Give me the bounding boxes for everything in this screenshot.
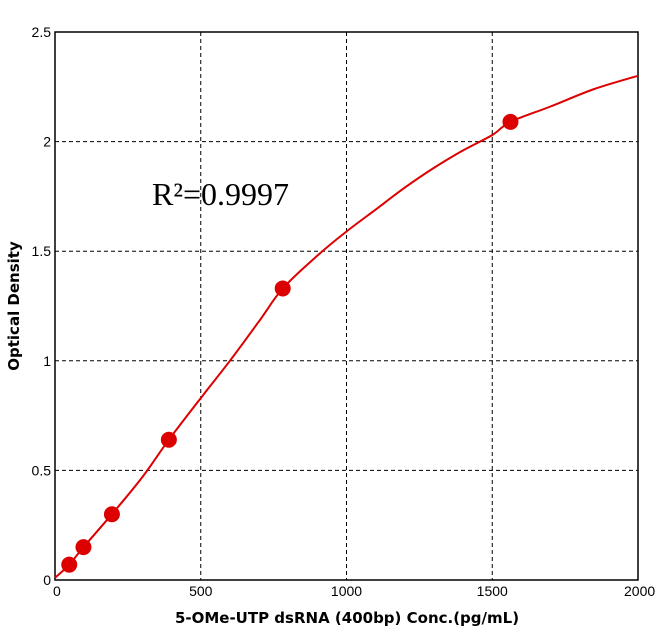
- x-axis-title: 5-OMe-UTP dsRNA (400bp) Conc.(pg/mL): [175, 609, 519, 627]
- gridlines: [55, 32, 638, 580]
- y-tick-label-0: 0: [43, 572, 51, 588]
- y-tick-label-5: 2.5: [32, 24, 52, 40]
- data-points: [61, 113, 519, 573]
- y-tick-label-1: 0.5: [32, 462, 52, 478]
- y-tick-label-2: 1: [43, 353, 51, 369]
- y-tick-label-3: 1.5: [32, 243, 52, 259]
- x-tick-label-2: 1000: [331, 583, 362, 599]
- data-point-4: [274, 280, 291, 297]
- r-squared-annotation: R²=0.9997: [152, 176, 289, 212]
- x-tick-label-0: 0: [53, 583, 61, 599]
- x-tick-label-1: 500: [189, 583, 213, 599]
- data-point-3: [160, 431, 177, 448]
- data-point-2: [103, 506, 120, 523]
- x-axis-ticks: 0 500 1000 1500 2000: [53, 583, 655, 599]
- data-point-5: [502, 113, 519, 130]
- y-axis-title: Optical Density: [5, 241, 23, 371]
- x-tick-label-3: 1500: [477, 583, 508, 599]
- data-point-0: [61, 556, 78, 573]
- data-point-1: [75, 539, 92, 556]
- x-tick-label-4: 2000: [624, 583, 655, 599]
- plot-frame: [54, 31, 639, 581]
- y-tick-label-4: 2: [43, 134, 51, 150]
- y-axis-ticks: 0 0.5 1 1.5 2 2.5: [32, 24, 52, 588]
